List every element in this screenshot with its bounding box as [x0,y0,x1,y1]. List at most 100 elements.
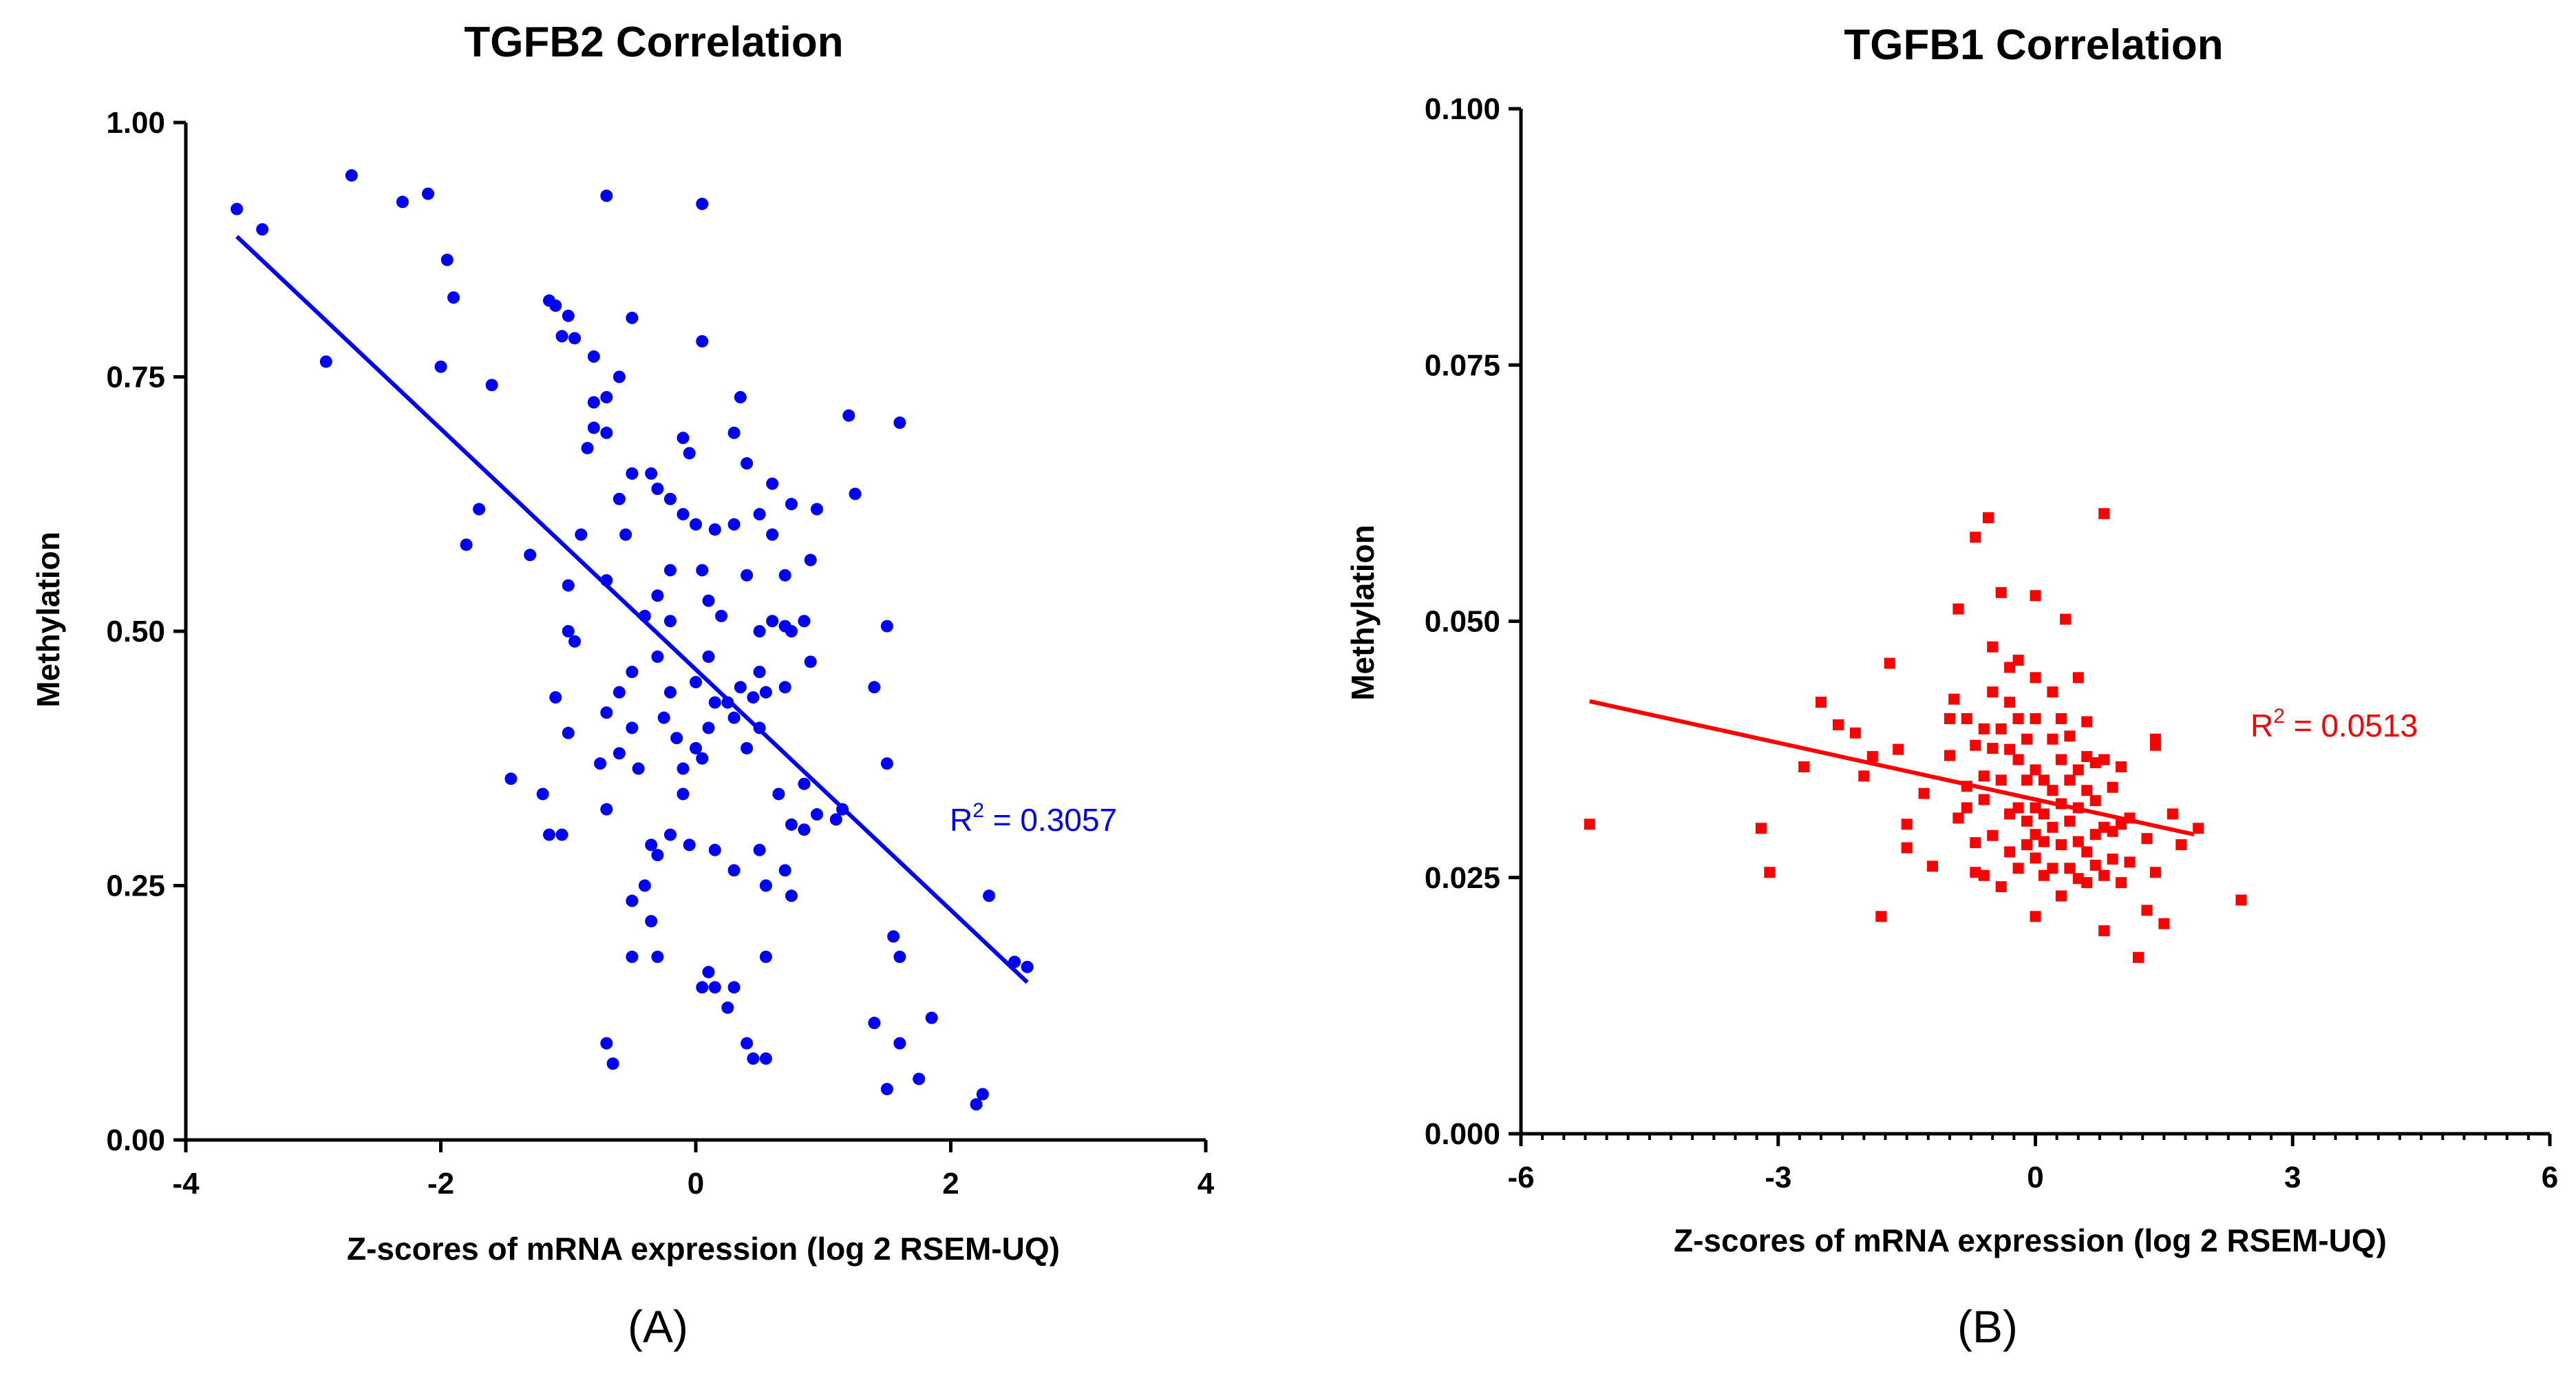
panel-b-data-point [2089,829,2101,841]
panel-a-data-point [708,981,721,994]
panel-a-data-point [651,589,664,602]
panel-b-data-point [1995,774,2007,786]
panel-a-data-point [741,569,754,582]
panel-b-data-point [2038,869,2050,881]
panel-b-data-point [2021,733,2033,745]
panel-b-data-point [2098,925,2110,937]
panel-b-data-point [2098,508,2110,520]
panel-a-data-point [849,487,862,500]
panel-a-data-point [555,330,568,343]
panel-a-x-tick-label: -4 [172,1167,200,1201]
panel-b-data-point [1987,641,1999,653]
panel-b-data-point [2107,853,2118,865]
panel-b-data-point [1987,743,1999,754]
panel-b-data-point [1858,770,1870,782]
panel-a-data-point [677,762,690,775]
panel-a-data-point [600,426,613,439]
panel-a-data-point [702,594,715,607]
panel-b-data-point [2098,754,2110,765]
panel-b-data-point [2064,815,2076,827]
panel-b-data-point [1995,723,2007,734]
panel-a-data-point [741,457,754,470]
panel-b-x-ticks: -6 -3 0 3 6 [1507,1134,2558,1194]
panel-a-data-point [785,625,798,637]
panel-b-data-point [1995,586,2007,598]
panel-b-y-tick-label: 0.050 [1425,605,1500,639]
panel-a-data-point [1021,960,1034,973]
panel-b-data-point [1798,761,1810,772]
panel-b-data-point [2004,846,2016,858]
panel-a-data-point [868,681,881,694]
panel-a-data-point [753,666,766,679]
panel-a-data-point [600,391,613,404]
panel-a-y-tick-label: 0.00 [106,1123,165,1157]
panel-b-data-point [2116,761,2127,772]
panel-a-data-point [753,843,766,856]
panel-a-data-point [581,441,594,454]
panel-a-data-point [798,823,811,836]
panel-b-data-point [2141,905,2153,916]
panel-a-data-point [727,981,741,994]
panel-b-data-point [1832,719,1844,730]
panel-a-data-point [562,726,575,739]
panel-a-data-point [798,777,811,790]
panel-a-data-point [759,1052,772,1065]
panel-a-data-point [893,950,906,963]
panel-b-data-point [2030,802,2041,814]
panel-a-data-point [632,762,645,775]
panel-b-y-tick-label: 0.025 [1425,861,1500,895]
panel-a-data-point [645,838,658,852]
panel-a-title: TGFB2 Correlation [464,19,843,66]
panel-a-data-point [568,332,582,345]
panel-b-data-point [1987,686,1999,698]
panel-b-data-point [2038,808,2050,820]
panel-a-data-point [231,202,244,215]
panel-b-data-point [2047,821,2058,833]
panel-a-data-point [638,879,651,892]
panel-b-data-point [2021,839,2033,851]
panel-a-data-point [434,360,447,373]
panel-a-data-point [721,1001,734,1014]
panel-a-y-tick-label: 0.25 [106,869,165,903]
panel-b-data-point [1978,869,1990,881]
panel-b-data-point [2081,716,2093,728]
panel-a-data-point [606,1057,619,1070]
panel-a-data-point [600,189,613,202]
panel-b-data-point [1952,603,1964,615]
panel-a-data-point [753,508,766,521]
panel-b-r2-prefix: R [2250,708,2273,743]
panel-a-data-point [562,579,575,592]
panel-b-data-point [2004,808,2016,820]
panel-a-data-point [421,187,434,200]
panel-a-data-point [677,432,690,445]
panel-b-data-point [1961,712,1972,724]
panel-b-data-point [2072,836,2084,847]
panel-b-data-point [1927,860,1938,872]
panel-b-data-point [2021,774,2033,786]
panel-b-data-point [2055,754,2067,765]
panel-b-data-point [2012,655,2024,666]
panel-a-data-point [702,650,715,663]
panel-a-data-point [829,813,842,826]
panel-b-data-point [1901,818,1913,830]
panel-a-data-point [759,879,772,892]
panel-a-data-point [549,691,562,704]
panel-a-data-point [485,379,498,392]
panel-a-data-point [970,1098,983,1111]
panel-a-data-point [663,615,677,628]
panel-a-data-point [741,741,754,754]
panel-b-data-point [1978,723,1990,734]
panel-b-data-point [1944,712,1955,724]
panel-b-data-point [2060,613,2072,625]
panel-b-data-point [2030,852,2041,864]
panel-a-data-point [708,523,721,536]
panel-b-data-point [2064,774,2076,786]
panel-a-data-point [542,828,555,841]
panel-a-data-point [708,696,721,709]
panel-b-data-point [2081,877,2093,889]
panel-b-data-point [2030,712,2041,724]
panel-a-data-point [696,335,709,348]
panel-a-data-point [696,564,709,577]
panel-b-data-point [2021,815,2033,827]
panel-b-x-tick-label: -3 [1765,1161,1791,1194]
